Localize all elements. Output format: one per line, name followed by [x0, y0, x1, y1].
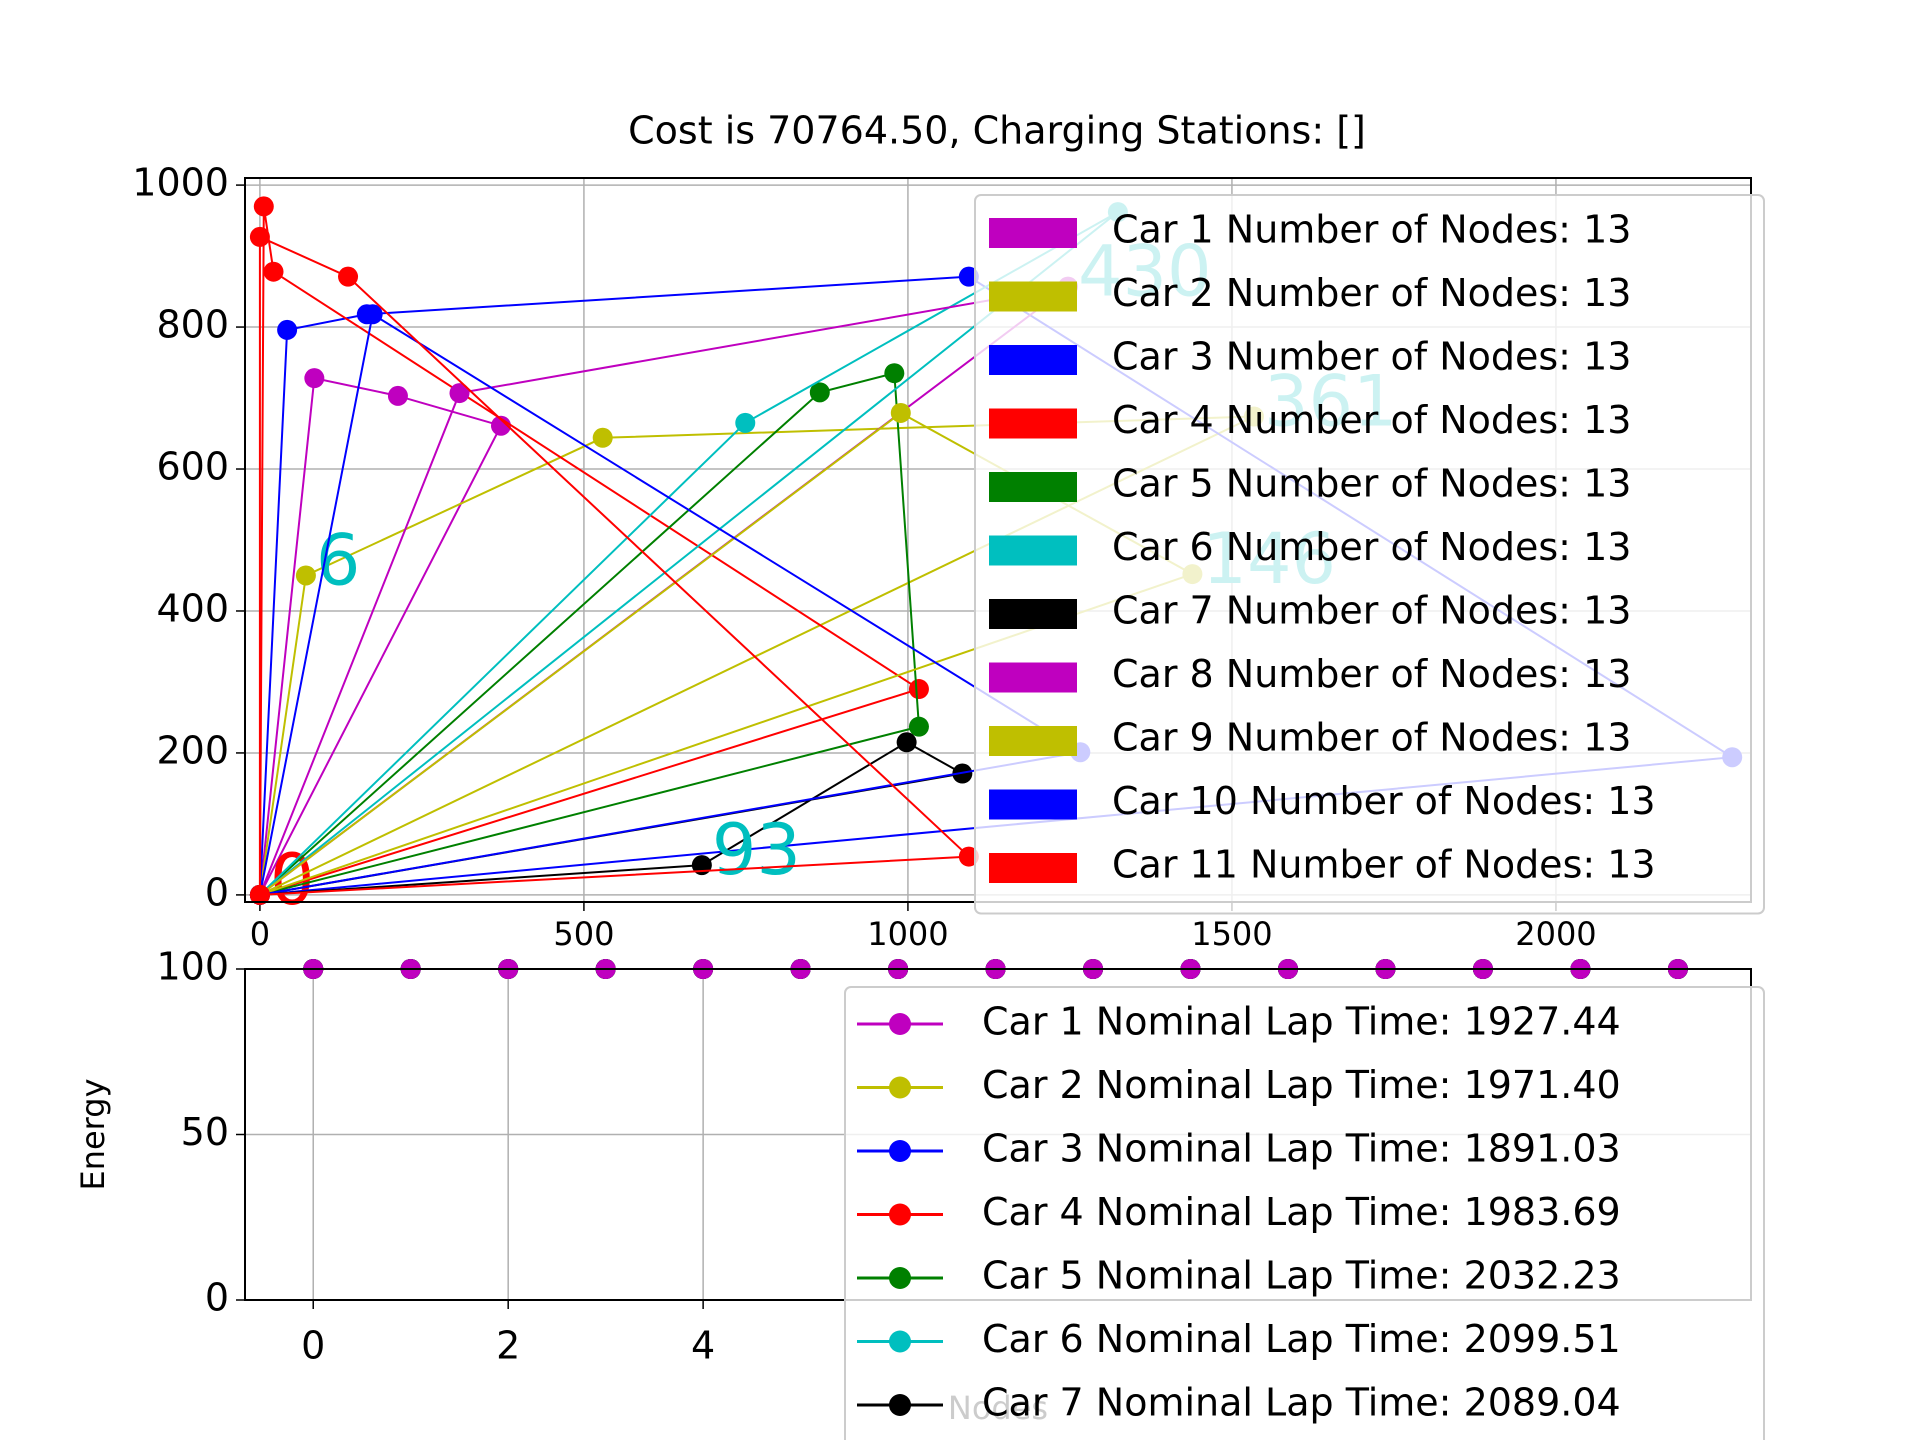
legend-swatch [989, 599, 1077, 629]
route-line [258, 312, 1084, 896]
y-tick-label: 1000 [132, 161, 229, 205]
legend-marker [889, 1076, 911, 1099]
legend-swatch [989, 408, 1077, 439]
legend-swatch [989, 726, 1077, 756]
legend-marker [889, 1203, 911, 1226]
legend-label: Car 4 Nominal Lap Time: 1983.69 [982, 1190, 1621, 1234]
legend-label: Car 2 Number of Nodes: 13 [1112, 271, 1631, 315]
legend-marker [889, 1394, 911, 1416]
legend-swatch [989, 535, 1077, 566]
node-marker [490, 415, 511, 436]
y-tick-label: 200 [156, 728, 229, 772]
node-marker [884, 363, 905, 384]
legend-label: Car 11 Number of Nodes: 13 [1112, 843, 1656, 887]
legend-label: Car 10 Number of Nodes: 13 [1112, 779, 1656, 823]
legend-label: Car 2 Nominal Lap Time: 1971.40 [982, 1063, 1621, 1107]
y-tick-label: 600 [156, 445, 229, 489]
legend-label: Car 3 Number of Nodes: 13 [1112, 335, 1631, 379]
node-marker [809, 382, 830, 403]
legend [974, 194, 1765, 915]
legend-swatch [989, 662, 1077, 693]
legend-swatch [989, 218, 1077, 248]
legend-marker [889, 1140, 911, 1162]
node-marker [338, 266, 359, 287]
node-marker [890, 402, 911, 423]
chart-title: Cost is 70764.50, Charging Stations: [] [628, 109, 1366, 153]
node-label: 6 [316, 520, 361, 602]
legend-label: Car 3 Nominal Lap Time: 1891.03 [982, 1127, 1621, 1171]
legend-swatch [989, 345, 1077, 375]
y-tick-label: 100 [156, 945, 229, 989]
node-marker [295, 565, 316, 586]
legend-label: Car 6 Nominal Lap Time: 2099.51 [982, 1317, 1621, 1361]
x-tick-label: 4 [691, 1324, 715, 1368]
node-marker [908, 679, 929, 700]
legend-swatch [989, 472, 1077, 502]
legend-marker [889, 1330, 911, 1353]
legend-label: Car 9 Number of Nodes: 13 [1112, 716, 1631, 760]
node-marker [896, 732, 917, 753]
legend-marker [889, 1013, 911, 1035]
x-tick-label: 2000 [1515, 915, 1596, 953]
node-label: 93 [712, 809, 801, 891]
node-marker [277, 319, 298, 340]
node-marker [263, 261, 284, 282]
y-tick-label: 50 [181, 1110, 229, 1154]
node-marker [735, 412, 756, 433]
route-line [259, 211, 1119, 896]
legend-label: Car 7 Number of Nodes: 13 [1112, 589, 1631, 633]
node-marker [908, 716, 929, 737]
legend-label: Car 1 Number of Nodes: 13 [1112, 208, 1631, 252]
legend-swatch [989, 853, 1077, 883]
legend-label: Car 6 Number of Nodes: 13 [1112, 525, 1631, 569]
node-marker [304, 368, 325, 389]
x-tick-label: 1500 [1191, 915, 1272, 953]
node-marker [253, 196, 274, 217]
x-tick-label: 2 [496, 1324, 520, 1368]
legend-marker [889, 1267, 911, 1289]
legend [844, 986, 1765, 1440]
y-tick-label: 0 [205, 870, 229, 914]
legend-swatch [989, 281, 1077, 312]
y-tick-label: 400 [156, 586, 229, 630]
legend-label: Car 8 Number of Nodes: 13 [1112, 652, 1631, 696]
x-tick-label: 1000 [867, 915, 948, 953]
x-tick-label: 500 [553, 915, 614, 953]
legend-swatch [989, 789, 1077, 820]
x-tick-label: 0 [250, 915, 270, 953]
node-marker [592, 427, 613, 448]
y-tick-label: 800 [156, 303, 229, 347]
legend-label: Car 5 Number of Nodes: 13 [1112, 462, 1631, 506]
node-marker [362, 304, 383, 325]
legend-label: Car 1 Nominal Lap Time: 1927.44 [982, 1000, 1621, 1044]
node-marker [449, 383, 470, 404]
node-marker [958, 266, 979, 287]
legend-label: Car 7 Nominal Lap Time: 2089.04 [982, 1381, 1621, 1425]
node-marker [387, 385, 408, 406]
y-axis-label: Energy [74, 1078, 112, 1190]
node-marker [249, 226, 270, 247]
legend-label: Car 5 Nominal Lap Time: 2032.23 [982, 1254, 1621, 1298]
node-marker [249, 884, 270, 905]
y-tick-label: 0 [205, 1276, 229, 1320]
x-tick-label: 0 [301, 1324, 325, 1368]
node-marker [958, 846, 979, 867]
legend-label: Car 4 Number of Nodes: 13 [1112, 398, 1631, 442]
